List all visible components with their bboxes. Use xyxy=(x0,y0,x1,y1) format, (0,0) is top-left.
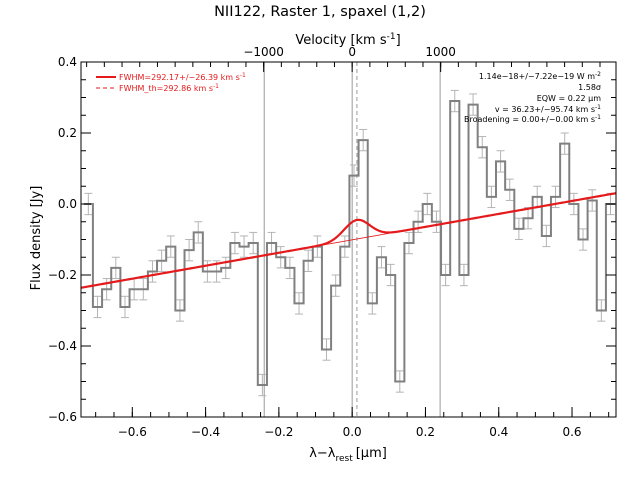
y-tick-label: −0.2 xyxy=(48,268,77,282)
top-axis-label: Velocity [km s-1] xyxy=(295,32,400,48)
top-tick-label: −1000 xyxy=(243,45,284,59)
x-tick-label: −0.6 xyxy=(118,425,147,439)
x-tick-label: 0.2 xyxy=(416,425,435,439)
x-tick-label: −0.2 xyxy=(264,425,293,439)
y-tick-label: 0.4 xyxy=(58,55,77,69)
annotation-velocity: v = 36.23+/−95.74 km s-1 xyxy=(495,104,601,114)
legend-label-fwhm-th: FWHM_th=292.86 km s-1 xyxy=(119,83,219,93)
legend-label-fwhm: FWHM=292.17+/−26.39 km s-1 xyxy=(119,72,246,82)
fit-line xyxy=(81,192,616,289)
legend: FWHM=292.17+/−26.39 km s-1 FWHM_th=292.8… xyxy=(96,72,246,93)
spectrum-series xyxy=(83,100,616,387)
top-tick-label: 0 xyxy=(348,45,356,59)
x-tick-label: 0.4 xyxy=(489,425,508,439)
fit-series xyxy=(81,192,616,289)
fit-annotations: 1.14e−18+/−7.22e−19 W m-2 1.58σ EQW = 0.… xyxy=(464,71,601,124)
y-axis-label: Flux density [Jy] xyxy=(29,186,44,291)
y-tick-label: −0.4 xyxy=(48,339,77,353)
top-tick-label: 1000 xyxy=(425,45,456,59)
chart-title: NII122, Raster 1, spaxel (1,2) xyxy=(214,4,426,20)
spectrum-line xyxy=(83,100,616,387)
x-tick-label: 0.6 xyxy=(562,425,581,439)
annotation-line-flux: 1.14e−18+/−7.22e−19 W m-2 xyxy=(479,71,601,81)
y-tick-label: 0.2 xyxy=(58,126,77,140)
annotation-eqw: EQW = 0.22 μm xyxy=(537,94,601,103)
x-axis-label: λ−λrest [μm] xyxy=(309,446,387,464)
annotation-broadening: Broadening = 0.00+/−0.00 km s-1 xyxy=(464,114,601,124)
x-tick-label: −0.4 xyxy=(191,425,220,439)
x-tick-label: 0.0 xyxy=(343,425,362,439)
annotation-significance: 1.58σ xyxy=(578,83,601,92)
y-tick-label: 0.0 xyxy=(58,197,77,211)
axes: −0.6 −0.4 −0.2 0.0 0.2 0.4 0.6 −0.6 −0.4 −0.2 0.0 0… xyxy=(48,45,617,439)
y-tick-label: −0.6 xyxy=(48,410,77,424)
